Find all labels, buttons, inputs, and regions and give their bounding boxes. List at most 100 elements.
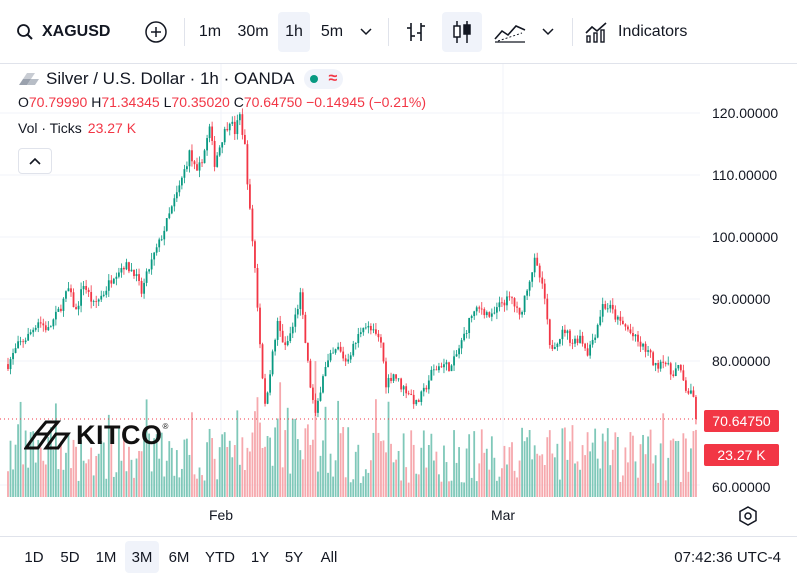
range-all-button[interactable]: All xyxy=(312,541,346,573)
volume-bar xyxy=(143,433,145,497)
volume-bar xyxy=(551,453,554,497)
range-1y-button[interactable]: 1Y xyxy=(244,541,276,573)
chart-type-dropdown-button[interactable] xyxy=(536,12,560,52)
candle-body xyxy=(503,302,506,306)
volume-bar xyxy=(180,468,183,497)
volume-bar xyxy=(123,428,125,497)
candle-body xyxy=(669,363,672,375)
candle-body xyxy=(604,304,607,309)
volume-bar xyxy=(67,432,70,497)
range-1m-button[interactable]: 1M xyxy=(88,541,124,573)
candle-body xyxy=(435,369,438,371)
market-status-pill[interactable]: ≈ xyxy=(304,69,344,89)
candle-body xyxy=(75,307,77,310)
candle-body xyxy=(274,339,277,352)
candle-body xyxy=(614,309,617,320)
top-toolbar: XAGUSD 1m 30m 1h 5m Indicators xyxy=(0,0,797,64)
toolbar-divider xyxy=(572,18,573,46)
volume-bar xyxy=(221,434,224,497)
volume-bar xyxy=(153,438,156,497)
price-tick: 60.00000 xyxy=(712,479,771,495)
candle-body xyxy=(695,396,697,419)
volume-bar xyxy=(543,465,546,497)
volume-bar xyxy=(609,465,612,497)
candle-body xyxy=(334,349,337,353)
volume-bar xyxy=(291,418,294,497)
range-5y-button[interactable]: 5Y xyxy=(278,541,310,573)
candle-body xyxy=(508,296,511,298)
candle-body xyxy=(445,362,448,365)
volume-bar xyxy=(259,422,261,497)
candle-body xyxy=(337,346,340,350)
volume-bar xyxy=(70,468,72,497)
candle-body xyxy=(299,292,302,310)
interval-dropdown-button[interactable] xyxy=(354,12,378,52)
volume-bar xyxy=(339,433,342,497)
volume-bar xyxy=(213,458,216,497)
compare-symbol-button[interactable] xyxy=(138,12,174,52)
scale-settings-button[interactable] xyxy=(737,505,759,527)
range-5d-button[interactable]: 5D xyxy=(52,541,88,573)
candle-body xyxy=(264,378,266,404)
volume-bar xyxy=(148,433,151,497)
volume-bar xyxy=(639,444,642,497)
volume-bar xyxy=(616,437,619,497)
candle-body xyxy=(180,177,183,186)
volume-bar xyxy=(312,439,314,497)
interval-1h-button[interactable]: 1h xyxy=(278,12,310,52)
volume-bar xyxy=(85,463,88,497)
last-price-label: 70.64750 xyxy=(704,410,779,432)
range-1d-button[interactable]: 1D xyxy=(16,541,52,573)
volume-bar xyxy=(75,446,77,497)
range-3m-button[interactable]: 3M xyxy=(125,541,159,573)
volume-bar xyxy=(60,441,62,497)
candle-body xyxy=(218,147,221,156)
close-value: 70.64750 xyxy=(243,94,303,110)
interval-1m-button[interactable]: 1m xyxy=(192,12,228,52)
indicators-button[interactable]: Indicators xyxy=(584,12,708,52)
collapse-legend-button[interactable] xyxy=(18,148,52,174)
kitco-wordmark: KITCO xyxy=(76,419,163,450)
range-6m-button[interactable]: 6M xyxy=(161,541,197,573)
volume-bar xyxy=(236,410,239,497)
bar-chart-button[interactable] xyxy=(398,12,434,52)
interval-5m-button[interactable]: 5m xyxy=(312,12,352,52)
volume-bar xyxy=(238,464,241,497)
open-label: O xyxy=(18,94,29,110)
candle-body xyxy=(679,364,682,371)
candle-body xyxy=(647,350,649,352)
candle-body xyxy=(213,140,216,167)
area-chart-button[interactable] xyxy=(490,12,530,52)
volume-legend[interactable]: Vol · Ticks 23.27 K xyxy=(18,120,136,136)
candle-body xyxy=(420,391,423,402)
candle-body xyxy=(659,361,662,369)
candle-body xyxy=(574,338,576,344)
clock-timezone[interactable]: 07:42:36 UTC-4 xyxy=(674,548,781,566)
volume-bar xyxy=(19,401,22,497)
candle-body xyxy=(57,308,60,312)
volume-bar xyxy=(435,451,438,497)
volume-bar xyxy=(274,427,277,497)
chart-legend-title[interactable]: Silver / U.S. Dollar · 1h · OANDA ≈ xyxy=(18,68,344,90)
interval-30m-button[interactable]: 30m xyxy=(230,12,276,52)
candle-body xyxy=(322,376,324,393)
candle-body xyxy=(556,343,559,348)
candle-body xyxy=(170,206,173,214)
volume-bar xyxy=(24,430,27,497)
candle-body xyxy=(385,361,387,388)
volume-bar xyxy=(279,382,282,497)
candle-body xyxy=(382,342,385,362)
volume-bar xyxy=(372,432,375,497)
symbol-search-button[interactable]: XAGUSD xyxy=(16,12,120,52)
candles-chart-button[interactable] xyxy=(442,12,482,52)
candle-body xyxy=(576,338,579,343)
candle-body xyxy=(599,316,602,325)
volume-bar xyxy=(387,401,390,497)
volume-bar xyxy=(344,477,347,497)
range-ytd-button[interactable]: YTD xyxy=(198,541,242,573)
price-chart[interactable] xyxy=(0,64,797,536)
volume-bar xyxy=(120,460,123,497)
candle-body xyxy=(397,378,400,380)
candle-body xyxy=(301,292,304,315)
volume-bar xyxy=(561,428,564,497)
